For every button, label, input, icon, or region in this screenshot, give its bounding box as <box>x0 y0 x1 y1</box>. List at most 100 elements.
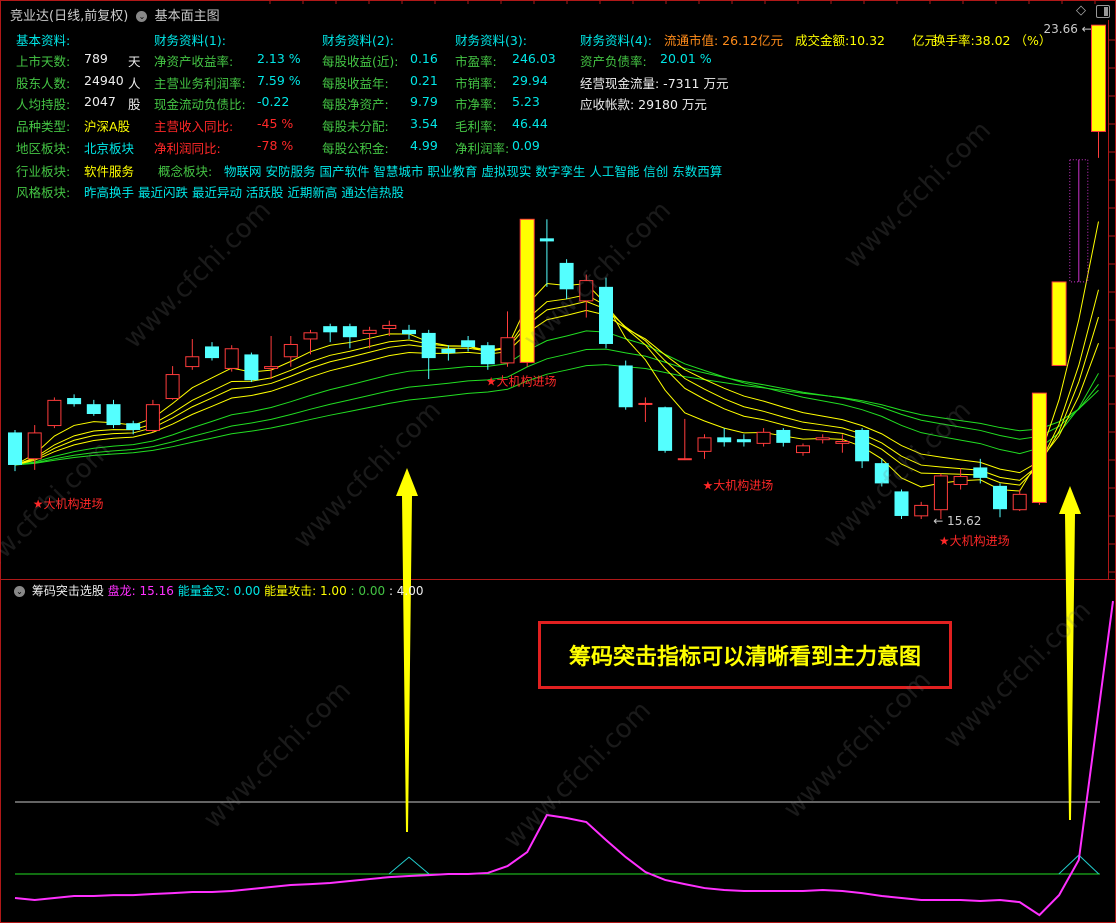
ema-line-10 <box>14 300 1099 481</box>
candle-down <box>736 439 751 443</box>
debt-ratio-label: 资产负债率: <box>580 54 647 69</box>
annotation-box: 筹码突击指标可以清晰看到主力意图 <box>538 621 952 689</box>
candle-down <box>106 404 121 426</box>
candle-limit-up <box>519 218 535 363</box>
candle-down <box>342 326 357 338</box>
arrow-up-icon <box>396 468 418 832</box>
ema-line-40 <box>14 364 1099 466</box>
candle-down <box>776 429 791 443</box>
candle-up <box>953 476 968 486</box>
candle-up <box>303 332 318 340</box>
panel-toggle-icon[interactable] <box>1096 5 1110 18</box>
candle-up <box>579 280 594 302</box>
fin2-value: 3.54 <box>410 116 438 131</box>
candle-up <box>264 366 279 369</box>
basic-label: 地区板块: <box>16 141 71 156</box>
fin1-value: -78 % <box>257 138 294 153</box>
fin1-label: 净利润同比: <box>154 141 221 156</box>
concept-value[interactable]: 物联网 安防服务 国产软件 智慧城市 职业教育 虚拟现实 数字孪生 人工智能 信… <box>224 164 723 179</box>
fin4-header: 财务资料(4): <box>580 33 652 48</box>
arrow-up-icon <box>1059 486 1081 820</box>
basic-value: 北京板块 <box>84 141 135 156</box>
candle-down <box>205 346 219 359</box>
fin2-label: 每股收益(近): <box>322 54 399 69</box>
candle-down <box>126 423 141 430</box>
candle-down <box>599 286 613 344</box>
basic-label: 品种类型: <box>16 119 71 134</box>
fin3-label: 净利润率: <box>455 141 510 156</box>
fin3-value: 29.94 <box>512 73 548 88</box>
candle-down <box>323 326 338 333</box>
chevron-down-icon[interactable]: ⌄ <box>14 586 25 597</box>
signal-label: ★大机构进场 <box>703 478 774 493</box>
fin2-value: 4.99 <box>410 138 438 153</box>
basic-header: 基本资料: <box>16 33 71 48</box>
candle-down <box>86 404 101 414</box>
fin3-value: 5.23 <box>512 94 540 109</box>
fin3-label: 毛利率: <box>455 119 497 134</box>
fin1-value: -0.22 <box>257 94 290 109</box>
chart-title-bar: 竞业达(日线,前复权) ⌄ 基本面主图 <box>10 5 220 24</box>
ema-line-8 <box>14 289 1099 486</box>
stock-title[interactable]: 竞业达(日线,前复权) <box>10 9 129 24</box>
candle-down <box>480 345 495 365</box>
basic-unit: 人 <box>128 76 141 91</box>
turnover-unit: 亿元 <box>912 33 938 48</box>
template-name[interactable]: 基本面主图 <box>154 9 220 24</box>
style-value[interactable]: 昨高换手 最近闪跌 最近异动 活跃股 近期新高 通达信热股 <box>84 185 404 200</box>
basic-value: 789 <box>84 51 108 66</box>
chevron-down-icon[interactable]: ⌄ <box>136 11 148 22</box>
candle-limit-up <box>1051 281 1067 366</box>
fin3-value: 0.09 <box>512 138 540 153</box>
fin1-label: 现金流动负债比: <box>154 97 246 112</box>
candle-up <box>224 348 239 369</box>
industry-label: 行业板块: <box>16 164 71 179</box>
candle-down <box>973 467 988 478</box>
industry-value[interactable]: 软件服务 <box>84 164 135 179</box>
attack-value-3: : 4.00 <box>388 584 424 598</box>
candle-up <box>382 324 397 330</box>
fin2-label: 每股公积金: <box>322 141 389 156</box>
fin3-value: 246.03 <box>512 51 556 66</box>
candle-down <box>461 340 476 348</box>
candle-up <box>835 441 850 444</box>
fin2-header: 财务资料(2): <box>322 33 394 48</box>
fin2-value: 0.21 <box>410 73 438 88</box>
float-cap: 流通市值: 26.12亿元 <box>664 33 783 48</box>
diamond-icon[interactable]: ◇ <box>1076 3 1086 18</box>
panlong-value: 盘龙: 15.16 <box>107 584 174 598</box>
candle-down <box>717 437 732 443</box>
fin2-label: 每股净资产: <box>322 97 389 112</box>
candle-up <box>362 329 377 334</box>
candle-up <box>697 437 712 452</box>
attack-value: 能量攻击: 1.00 <box>264 584 347 598</box>
candle-up <box>677 458 692 461</box>
candle-down <box>874 463 889 484</box>
receivables: 应收帐款: 29180 万元 <box>580 97 707 112</box>
candle-up <box>638 402 653 405</box>
ema-line-30 <box>14 348 1099 466</box>
candle-down <box>8 432 22 465</box>
fin1-label: 净资产收益率: <box>154 54 234 69</box>
fin3-value: 46.44 <box>512 116 548 131</box>
golden-cross-marker <box>388 856 430 875</box>
indicator-name[interactable]: 筹码突击选股 <box>31 584 104 598</box>
fin1-value: 2.13 % <box>257 51 301 66</box>
fin1-value: 7.59 % <box>257 73 301 88</box>
signal-label: ★大机构进场 <box>939 533 1010 548</box>
debt-ratio-value: 20.01 % <box>660 51 712 66</box>
candle-up <box>796 445 810 454</box>
candle-up <box>933 475 948 511</box>
fin2-value: 0.16 <box>410 51 438 66</box>
turnover-rate: 换手率:38.02 （%） <box>933 33 1052 48</box>
golden-cross-value: 能量金叉: 0.00 <box>177 584 261 598</box>
candle-up <box>914 504 929 517</box>
candle-down <box>421 332 436 359</box>
candle-up <box>756 431 771 444</box>
basic-value: 2047 <box>84 94 116 109</box>
basic-unit: 股 <box>128 97 141 112</box>
candle-down <box>441 348 456 354</box>
candle-down <box>855 429 870 462</box>
ema-line-5 <box>14 221 1099 492</box>
